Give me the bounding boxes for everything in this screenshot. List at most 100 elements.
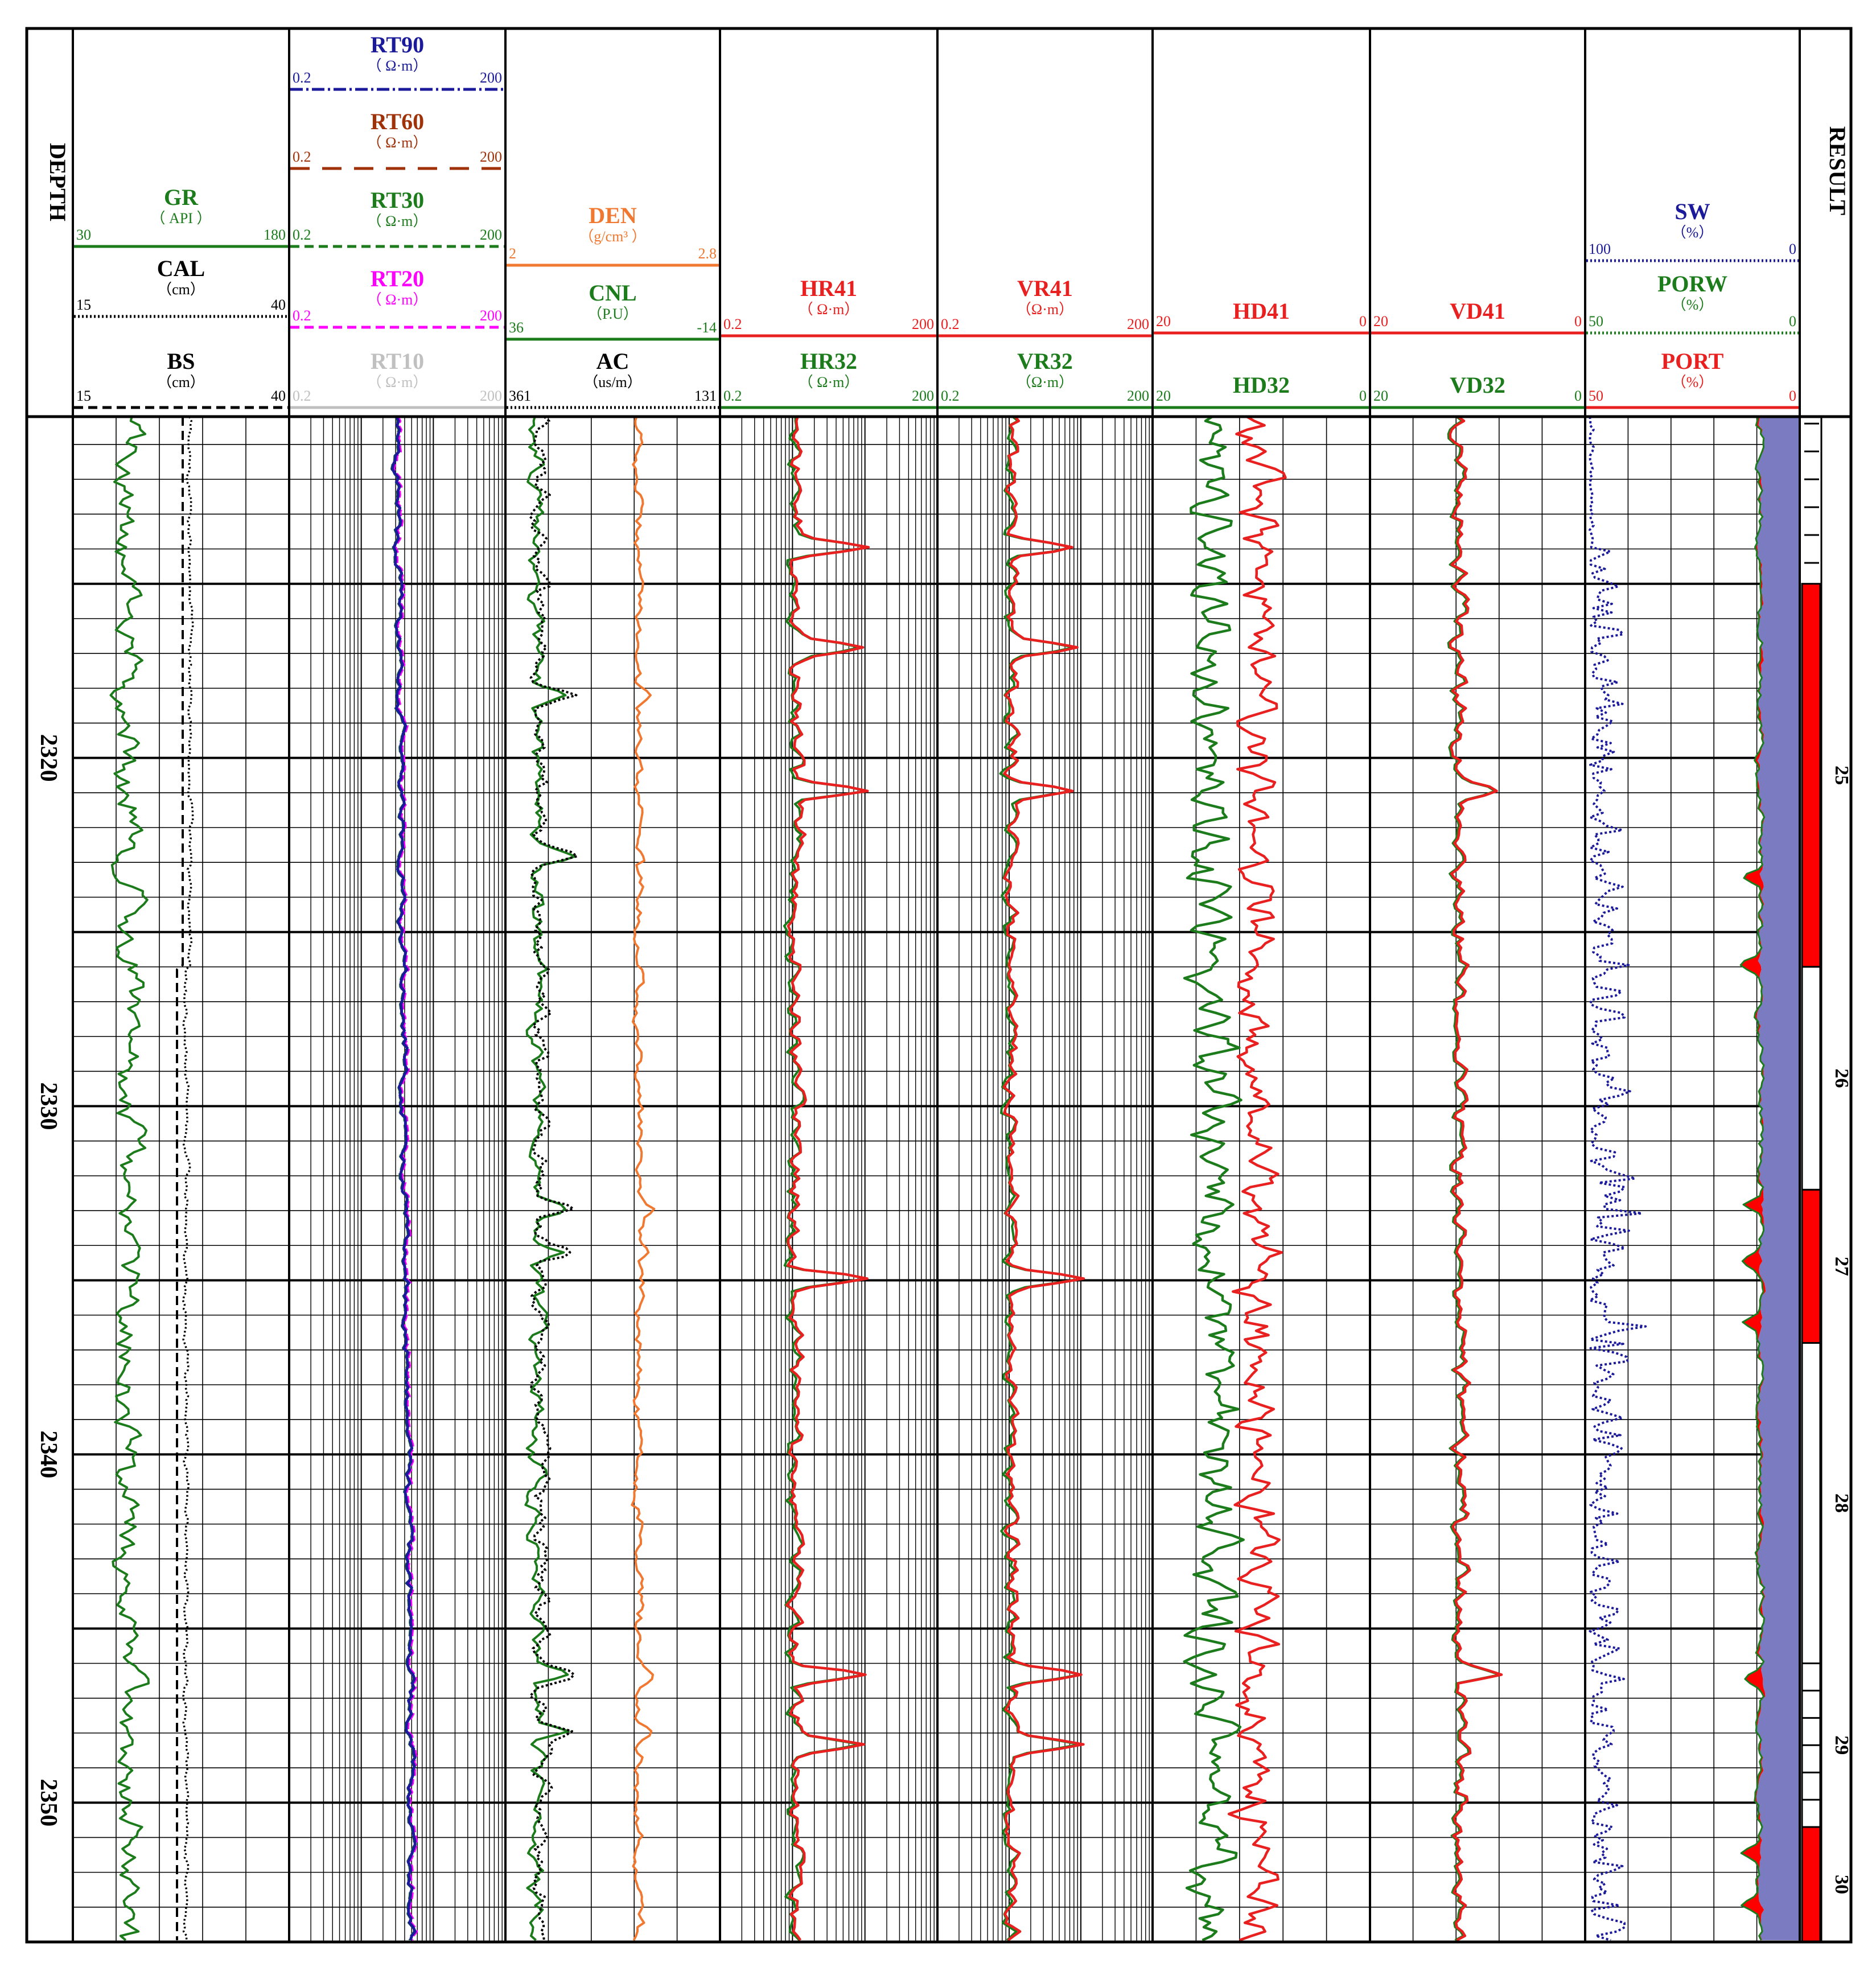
curve-name-vd41: VD41 (1450, 298, 1505, 324)
curve-name-vr41: VR41 (1017, 275, 1073, 301)
result-axis-label: RESULT (1825, 126, 1850, 216)
scale-max-porw: 0 (1789, 313, 1796, 330)
depth-tick-label: 2340 (35, 1430, 61, 1478)
curve-name-hd32: HD32 (1233, 372, 1290, 398)
curve-unit-gr: （ API ） (151, 210, 212, 227)
scale-max-cnl: -14 (697, 319, 717, 336)
scale-min-gr: 30 (76, 227, 91, 243)
curve-vd32 (1447, 415, 1501, 1941)
scale-max-rt10: 200 (480, 388, 502, 404)
curve-name-gr: GR (164, 184, 199, 210)
scale-min-rt60: 0.2 (293, 149, 311, 165)
scale-min-sw: 100 (1589, 241, 1611, 257)
scale-min-vd32: 20 (1373, 388, 1388, 404)
curve-unit-hr41: （ Ω·m） (799, 301, 859, 318)
result-zone-label: 30 (1831, 1875, 1852, 1894)
depth-tick-label: 2320 (35, 734, 61, 782)
depth-tick-label: 2330 (35, 1083, 61, 1130)
scale-min-ac: 361 (509, 388, 531, 404)
scale-max-bs: 40 (271, 388, 286, 404)
scale-min-port: 50 (1589, 388, 1603, 404)
curve-name-rt60: RT60 (371, 109, 424, 134)
scale-max-den: 2.8 (698, 245, 717, 262)
curve-unit-sw: （%） (1672, 224, 1714, 241)
curve-cnl (524, 416, 577, 1941)
scale-min-hd41: 20 (1156, 313, 1171, 330)
scale-min-cal: 15 (76, 297, 91, 313)
curve-hd41 (1227, 415, 1287, 1942)
scale-max-vd32: 0 (1574, 388, 1582, 404)
curve-ac (529, 415, 578, 1941)
curve-unit-rt10: （ Ω·m） (367, 374, 428, 390)
curve-layer (109, 415, 1800, 1942)
curve-vr41 (1002, 415, 1085, 1941)
track-header-t3: DEN（g/cm³ ） 2 2.8 CNL（P.U） 36 -14 AC（us/m） 361 1… (507, 203, 719, 409)
curve-name-den: DEN (589, 203, 637, 228)
scale-max-hr41: 200 (912, 316, 934, 332)
curve-name-rt10: RT10 (371, 348, 424, 374)
curve-name-port: PORT (1661, 348, 1724, 374)
scale-min-hr32: 0.2 (723, 388, 742, 404)
result-zone-box (1801, 1826, 1821, 1943)
curve-gr (109, 416, 150, 1941)
curve-name-ac: AC (596, 348, 630, 374)
curve-unit-porw: （%） (1672, 297, 1714, 313)
curve-vd41 (1449, 415, 1503, 1941)
scale-max-vr32: 200 (1127, 388, 1149, 404)
curve-name-rt90: RT90 (371, 32, 424, 57)
scale-min-cnl: 36 (509, 319, 524, 336)
scale-min-rt20: 0.2 (293, 307, 311, 324)
scale-max-sw: 0 (1789, 241, 1796, 257)
scale-min-vr32: 0.2 (941, 388, 960, 404)
scale-min-vd41: 20 (1373, 313, 1388, 330)
curve-sw (1589, 416, 1647, 1941)
curve-name-hr32: HR32 (800, 348, 857, 374)
curve-unit-cnl: （P.U） (587, 306, 638, 322)
curve-hd32 (1183, 415, 1245, 1941)
scale-max-rt60: 200 (480, 149, 502, 165)
result-zone-label: 25 (1831, 766, 1852, 785)
curve-unit-rt60: （ Ω·m） (367, 134, 428, 151)
curve-cal (182, 416, 194, 1940)
track-header-t7: VD41 20 0 VD32 20 0 (1371, 298, 1584, 409)
result-zone-box (1801, 966, 1821, 1191)
depth-tick-label: 2350 (35, 1779, 61, 1826)
curve-porw (1739, 416, 1766, 1941)
curve-unit-rt90: （ Ω·m） (367, 57, 428, 74)
result-zone-label: 26 (1831, 1069, 1852, 1088)
scale-max-rt30: 200 (480, 227, 502, 243)
curve-name-vr32: VR32 (1017, 348, 1073, 374)
scale-max-gr: 180 (264, 227, 286, 243)
scale-min-rt10: 0.2 (293, 388, 311, 404)
curve-name-porw: PORW (1657, 271, 1727, 297)
scale-min-hd32: 20 (1156, 388, 1171, 404)
curve-unit-rt30: （ Ω·m） (367, 213, 428, 229)
scale-max-rt90: 200 (480, 69, 502, 86)
curve-name-rt20: RT20 (371, 266, 424, 291)
curve-unit-port: （%） (1672, 374, 1714, 390)
scale-min-rt30: 0.2 (293, 227, 311, 243)
scale-max-rt20: 200 (480, 307, 502, 324)
scale-max-cal: 40 (271, 297, 286, 313)
scale-min-vr41: 0.2 (941, 316, 960, 332)
curve-unit-cal: （cm） (157, 281, 205, 298)
curve-name-cal: CAL (157, 256, 205, 281)
result-zone-box (1801, 1188, 1821, 1344)
curve-hr41 (785, 416, 870, 1941)
volume-fill-area (1756, 417, 1800, 1940)
curve-unit-bs: （cm） (157, 374, 205, 390)
result-zone-label: 29 (1831, 1735, 1852, 1755)
scale-max-hd41: 0 (1359, 313, 1367, 330)
scale-min-rt90: 0.2 (293, 69, 311, 86)
result-zone-box (1801, 583, 1821, 968)
curve-unit-hr32: （ Ω·m） (799, 374, 859, 390)
outer-frame (25, 27, 1853, 1944)
scale-max-port: 0 (1789, 388, 1796, 404)
